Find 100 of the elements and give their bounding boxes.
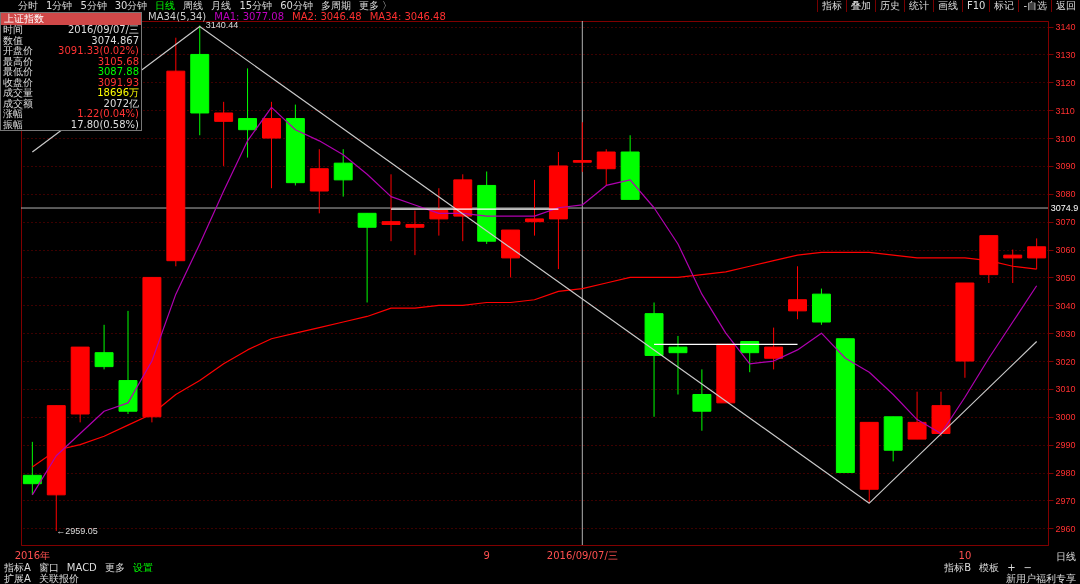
candlestick [907,391,927,440]
text: 分时 [17,0,39,12]
annotation: 3074.867 [91,34,139,46]
candlestick [94,324,114,370]
annotation: ←2959.05 [56,525,98,536]
text: 更多 [103,562,126,574]
text: 1分钟 [45,0,74,12]
y-tick-label: 3000 [1055,412,1076,423]
y-tick-label: 3130 [1055,49,1076,60]
text: 设置 [131,562,154,574]
text: MACD [65,562,98,574]
text: 历史 [874,0,904,12]
candlestick [764,327,784,370]
y-tick-label: 3020 [1055,356,1076,367]
chart-title: 上证指数 [1,13,141,25]
text: F10 [961,0,990,12]
candlestick [214,101,234,167]
y-tick-label: 3030 [1055,328,1076,339]
candlestick [788,265,807,320]
text: 模板 [978,562,1001,574]
candlestick [309,148,329,214]
text: 画线 [932,0,962,12]
candlestick [429,187,449,237]
text: 扩展A [3,573,32,584]
candlestick [596,148,616,186]
annotation: MA34: 3046.48 [368,11,447,23]
y-tick-label: 3120 [1055,77,1076,88]
y-tick-label: 3110 [1055,105,1075,116]
text: 60分钟 [279,0,314,12]
y-tick-label: 3010 [1055,384,1076,395]
y-tick-label: 3100 [1055,133,1076,144]
candlestick [525,179,544,237]
x-tick-label: 10 [958,549,972,561]
annotation: 17.80(0.58%) [70,118,139,130]
annotation: 收盘价 [3,76,33,88]
text: + [1006,562,1017,573]
y-tick-label: 3060 [1055,245,1076,256]
annotation: 数值 [3,34,23,46]
text: 返回 [1051,0,1080,12]
candlestick [262,101,281,189]
annotation: MA34(5,34) [147,11,207,23]
text: 指标A [3,562,32,574]
x-tick-label: 2016年 [14,549,51,561]
y-tick-label: 3080 [1055,189,1076,200]
candlestick [405,210,425,256]
text: 更多 〉 [357,0,394,12]
y-tick-label: 2980 [1055,468,1076,479]
x-tick-label: 9 [483,549,490,561]
y-tick-label: 2990 [1055,440,1076,451]
candlestick [333,148,353,198]
candlestick [381,173,401,242]
text: 关联报价 [37,573,80,584]
annotation: 成交量 [3,87,33,98]
annotation: 3105.68 [97,55,139,67]
y-tick-label: 2970 [1055,495,1076,506]
y-tick-label: 3040 [1055,300,1076,311]
text: − [1022,562,1033,573]
annotation: 3087.88 [97,66,139,78]
y-tick-label: 3050 [1055,272,1076,283]
text: 5分钟 [79,0,108,12]
annotation: 成交额 [3,97,33,109]
annotation: MA1: 3077.08 [213,11,285,22]
annotation: MA2: 3046.48 [291,11,363,23]
annotation: 2016/09/07/三 [67,24,139,36]
annotation: 1.22(0.04%) [77,108,139,119]
annotation: 最高价 [3,55,33,67]
text: 指标 [816,0,846,12]
annotation: 3091.93 [97,76,139,88]
candlestick [692,368,712,432]
candlestick [572,121,592,173]
x-tick-label: 2016/09/07/三 [546,549,618,561]
text: 窗口 [37,562,59,574]
annotation: 3091.33(0.02%) [58,45,139,57]
line-series [31,106,1038,496]
annotation: 18696万 [97,87,139,98]
annotation: 2072亿 [103,97,139,109]
y-tick-label: 3070 [1055,217,1076,228]
candlestick [668,335,688,395]
candlestick [238,67,258,159]
text: 30分钟 [113,0,149,12]
candlestick [357,212,377,304]
annotation: 振幅 [3,118,23,130]
text: 周线 [182,0,205,12]
y-tick-label: 3090 [1055,161,1076,172]
y-tick-label: 2960 [1055,523,1076,534]
annotation: 时间 [3,24,23,35]
text: 叠加 [845,0,875,12]
text: 日线 [154,0,177,12]
text: -自选 [1018,0,1051,12]
annotation: 最低价 [3,66,33,77]
text: 多周期 [319,0,352,12]
text: 日线 [1055,551,1077,563]
y-tick-label: 3140 [1055,22,1076,33]
text: 标记 [989,0,1019,12]
text: 15分钟 [238,0,274,12]
text: 月线 [210,0,233,12]
candlestick [740,341,760,373]
text: 新用户福利专享 [1005,573,1077,584]
ref-line-label: 3074.9 [1050,203,1079,214]
candlestick [22,441,42,496]
